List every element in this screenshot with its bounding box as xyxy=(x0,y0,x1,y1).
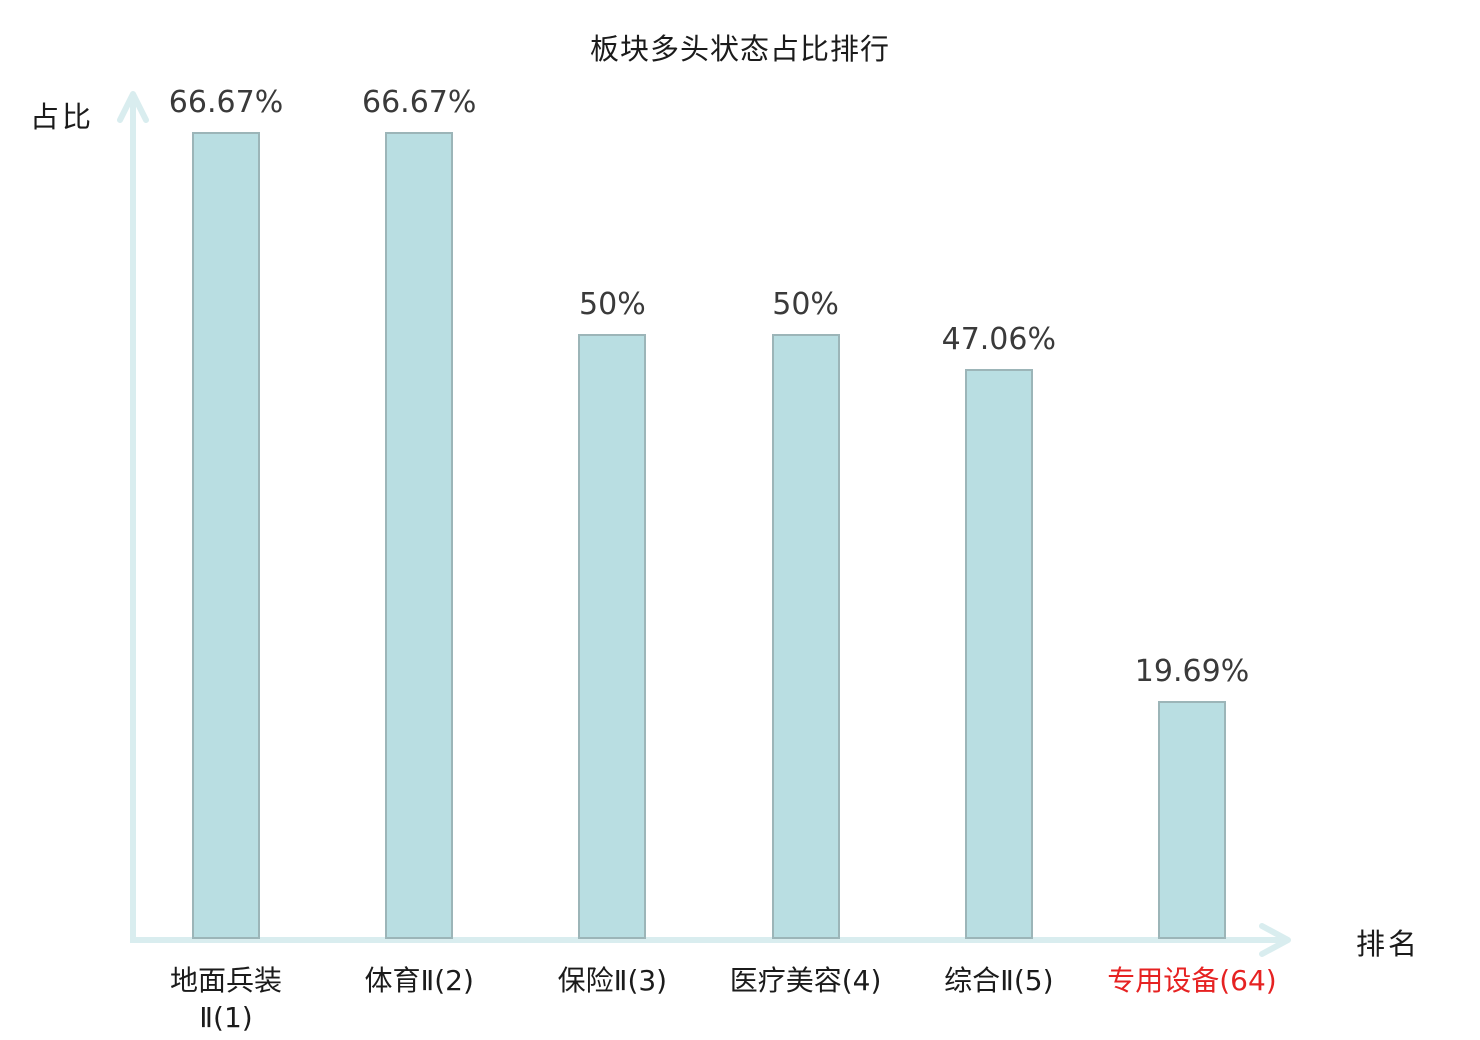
category-label: 专用设备(64) xyxy=(1107,964,1277,997)
x-axis-arrow-icon xyxy=(1259,923,1291,957)
category-label: 保险Ⅱ(3) xyxy=(557,964,668,997)
bar xyxy=(578,334,647,939)
bar xyxy=(1158,701,1226,939)
bar-value-label: 47.06% xyxy=(941,322,1056,357)
y-axis-arrow-icon xyxy=(117,91,149,123)
bar-value-label: 66.67% xyxy=(168,85,284,120)
bar xyxy=(771,334,840,939)
y-axis-label: 占比 xyxy=(30,100,95,134)
bar xyxy=(385,132,454,939)
category-label: 医疗美容(4) xyxy=(729,964,882,997)
x-axis-label: 排名 xyxy=(1356,927,1421,961)
category-label: 综合Ⅱ(5) xyxy=(944,964,1054,997)
chart-title: 板块多头状态占比排行 xyxy=(589,32,890,66)
bar-value-label: 50% xyxy=(772,287,839,322)
bar xyxy=(192,132,260,939)
bar-value-label: 19.69% xyxy=(1134,654,1250,689)
bar-value-label: 50% xyxy=(579,287,646,322)
bar-value-label: 66.67% xyxy=(361,85,477,120)
category-label: 体育Ⅱ(2) xyxy=(364,964,474,997)
bar xyxy=(964,369,1033,939)
category-label: 地面兵装 Ⅱ(1) xyxy=(169,964,283,1034)
